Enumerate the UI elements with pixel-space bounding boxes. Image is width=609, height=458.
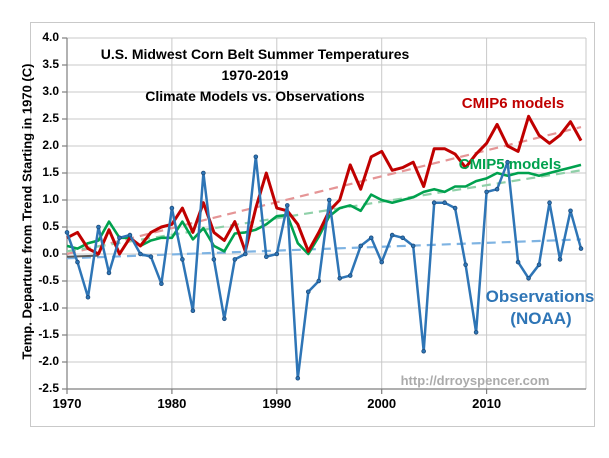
observation-point-marker — [505, 159, 510, 165]
observation-point-marker — [368, 235, 374, 241]
y-tick-label: 1.5 — [42, 165, 59, 179]
observation-point-marker — [232, 257, 238, 262]
chart-title-line-3: Climate Models vs. Observations — [145, 88, 365, 104]
trend-line-0 — [66, 126, 582, 256]
observation-point-marker — [494, 186, 500, 192]
observation-point-marker — [431, 200, 437, 206]
observation-point-marker — [337, 275, 343, 281]
observation-point-marker — [264, 254, 269, 260]
chart-outer-border — [30, 22, 595, 427]
observation-point-marker — [159, 281, 164, 287]
observation-point-marker — [452, 205, 458, 211]
observation-point-marker — [138, 251, 143, 257]
observation-point-marker — [284, 203, 290, 208]
y-tick-label: 3.0 — [42, 84, 59, 98]
observation-point-marker — [379, 259, 385, 265]
observation-point-marker — [557, 257, 563, 262]
x-tick-label: 1970 — [52, 396, 82, 411]
observation-point-marker — [127, 232, 133, 238]
observation-point-marker — [442, 200, 447, 206]
y-tick-label: 2.5 — [42, 111, 59, 125]
observation-point-marker — [463, 262, 468, 268]
y-axis-title: Temp. Departure from Trend Starting in 1… — [19, 63, 35, 360]
cmip5-line — [66, 163, 582, 256]
observation-point-marker — [421, 348, 426, 354]
x-tick-label: 2010 — [472, 396, 502, 411]
watermark-url: http://drroyspencer.com — [400, 373, 550, 388]
observation-point-marker — [547, 200, 552, 206]
observation-point-marker — [243, 251, 248, 257]
chart-title-line-2: 1970-2019 — [221, 67, 289, 83]
observation-point-marker — [347, 273, 353, 278]
chart-title-line-1: U.S. Midwest Corn Belt Summer Temperatur… — [100, 46, 410, 62]
y-tick-label: -1.5 — [38, 327, 59, 341]
observation-point-marker — [305, 289, 311, 295]
observations-noaa-label: (NOAA) — [510, 309, 572, 328]
observation-point-marker — [295, 375, 301, 381]
observation-point-marker — [473, 329, 479, 335]
y-tick-label: 0.5 — [42, 219, 59, 233]
observation-point-marker — [484, 189, 489, 195]
observation-point-marker — [400, 235, 405, 241]
observation-point-marker — [274, 251, 280, 257]
trend-line-1 — [66, 169, 582, 253]
observations-line — [65, 155, 583, 380]
y-tick-label: 2.0 — [42, 138, 59, 152]
observation-point-marker — [515, 259, 521, 265]
y-tick-label: -2.5 — [38, 381, 59, 395]
observations-series-label: Observations — [485, 287, 595, 306]
observation-point-marker — [578, 246, 584, 251]
observation-point-marker — [358, 243, 364, 249]
y-tick-label: -0.5 — [38, 273, 59, 287]
x-tick-label: 1990 — [262, 396, 292, 411]
y-tick-label: 0.0 — [42, 246, 59, 260]
observation-point-marker — [568, 208, 573, 214]
observation-point-marker — [148, 254, 154, 260]
observation-point-marker — [169, 205, 175, 211]
y-tick-label: -2.0 — [38, 354, 59, 368]
x-tick-label: 2000 — [367, 396, 397, 411]
observation-point-marker — [389, 232, 395, 238]
observation-point-marker — [536, 262, 542, 268]
observation-point-marker — [526, 275, 531, 281]
observation-point-marker — [201, 170, 206, 176]
cmip6-series-label: CMIP6 models — [461, 95, 565, 112]
observation-point-marker — [64, 230, 70, 235]
observation-point-marker — [117, 235, 122, 241]
observation-point-marker — [106, 270, 112, 276]
observation-point-marker — [190, 308, 196, 314]
observation-point-marker — [75, 259, 80, 265]
observation-point-marker — [316, 278, 322, 284]
observation-point-marker — [253, 154, 259, 160]
observation-point-marker — [326, 197, 332, 203]
cmip6-line — [66, 114, 583, 256]
observation-point-marker — [85, 294, 91, 300]
cmip5-series-label: CMIP5 models — [458, 156, 562, 173]
observation-point-marker — [180, 257, 185, 262]
y-tick-label: 1.0 — [42, 192, 59, 206]
y-tick-label: 3.5 — [42, 57, 59, 71]
observation-point-marker — [96, 224, 101, 230]
y-tick-label: 4.0 — [42, 30, 59, 44]
observation-point-marker — [410, 243, 416, 249]
observation-point-marker — [211, 257, 217, 262]
y-tick-label: -1.0 — [38, 300, 59, 314]
observation-point-marker — [222, 316, 227, 322]
x-tick-label: 1980 — [157, 396, 187, 411]
